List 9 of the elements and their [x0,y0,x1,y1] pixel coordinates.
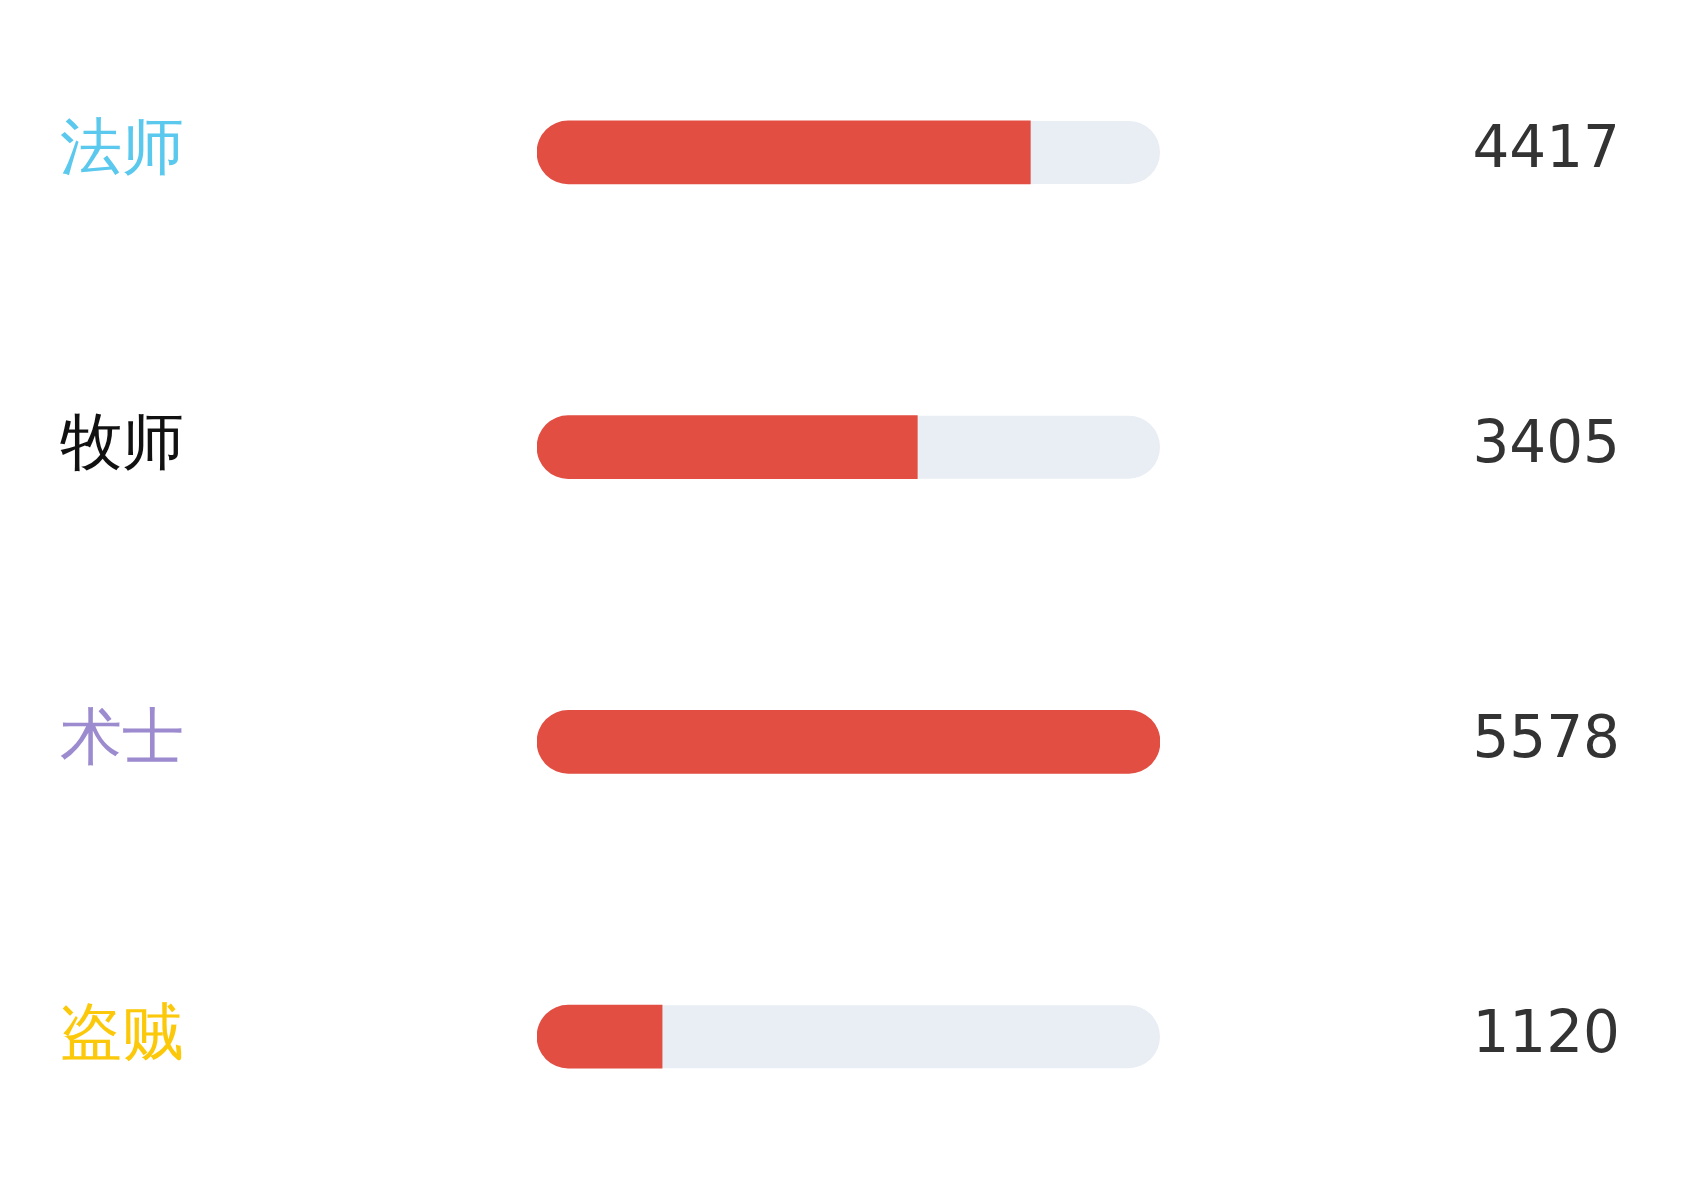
y-tick-label: 盗贼 [60,994,184,1068]
y-tick-label: 术士 [60,699,184,773]
bar [537,1004,663,1069]
data-label: 4417 [1472,113,1620,182]
data-label: 5578 [1472,702,1620,771]
y-tick-label: 法师 [60,110,184,184]
data-label: 1120 [1472,997,1620,1066]
data-label: 3405 [1472,408,1620,477]
y-tick-label: 牧师 [60,405,184,479]
